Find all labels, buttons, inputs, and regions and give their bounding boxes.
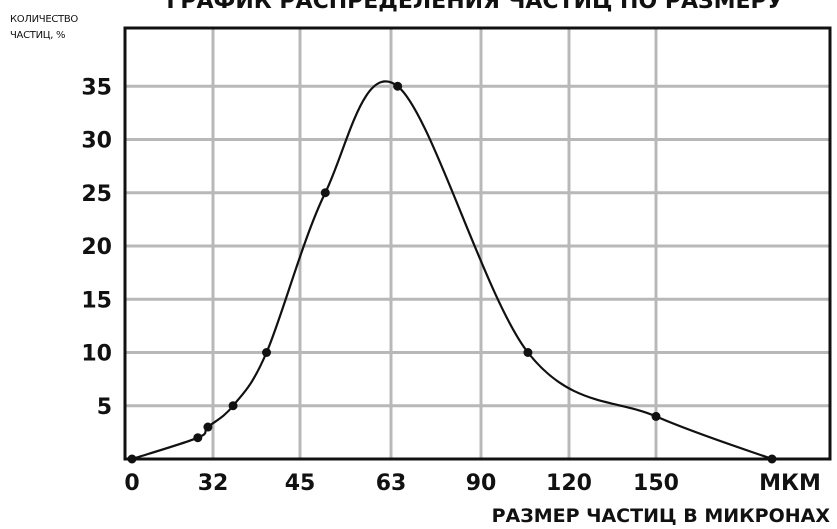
y-axis-label-line2: ЧАСТИЦ, % [10, 30, 65, 41]
axes [123, 26, 832, 461]
data-point [523, 348, 533, 357]
x-tick-label: 63 [376, 471, 407, 496]
y-tick-label: 5 [97, 395, 112, 420]
y-tick-label: 20 [81, 235, 112, 260]
y-tick-label: 10 [81, 342, 112, 367]
data-point [320, 188, 330, 198]
chart-title: ГРАФИК РАСПРЕДЕЛЕНИЯ ЧАСТИЦ ПО РАЗМЕРУ [166, 0, 783, 14]
x-tick-label: 0 [124, 471, 139, 496]
x-tick-label: МКМ [759, 471, 821, 496]
x-tick-label: 45 [285, 471, 316, 496]
data-point [228, 401, 238, 411]
x-tick-labels: 0 32 45 63 90 120 150 МКМ [124, 471, 821, 496]
data-series [127, 80, 777, 464]
x-tick-label: 32 [198, 471, 229, 496]
y-tick-label: 30 [81, 129, 112, 154]
y-tick-labels: 5 10 15 20 25 30 35 [81, 75, 112, 420]
x-tick-label: 90 [466, 471, 497, 496]
plot-frame [123, 26, 832, 461]
data-point [262, 348, 272, 357]
x-axis-label: РАЗМЕР ЧАСТИЦ В МИКРОНАХ [492, 505, 831, 527]
y-tick-label: 25 [81, 182, 112, 207]
x-tick-label: 150 [633, 471, 679, 496]
data-point [193, 433, 203, 443]
data-point [127, 454, 137, 464]
x-tick-label: 120 [546, 471, 592, 496]
data-point [203, 422, 213, 432]
data-point [393, 81, 403, 91]
data-point [651, 411, 661, 421]
y-tick-label: 15 [81, 288, 112, 313]
data-point [767, 454, 777, 464]
gridlines [125, 28, 830, 459]
y-tick-label: 35 [81, 75, 112, 100]
y-axis-label-line1: КОЛИЧЕСТВО [10, 14, 78, 25]
